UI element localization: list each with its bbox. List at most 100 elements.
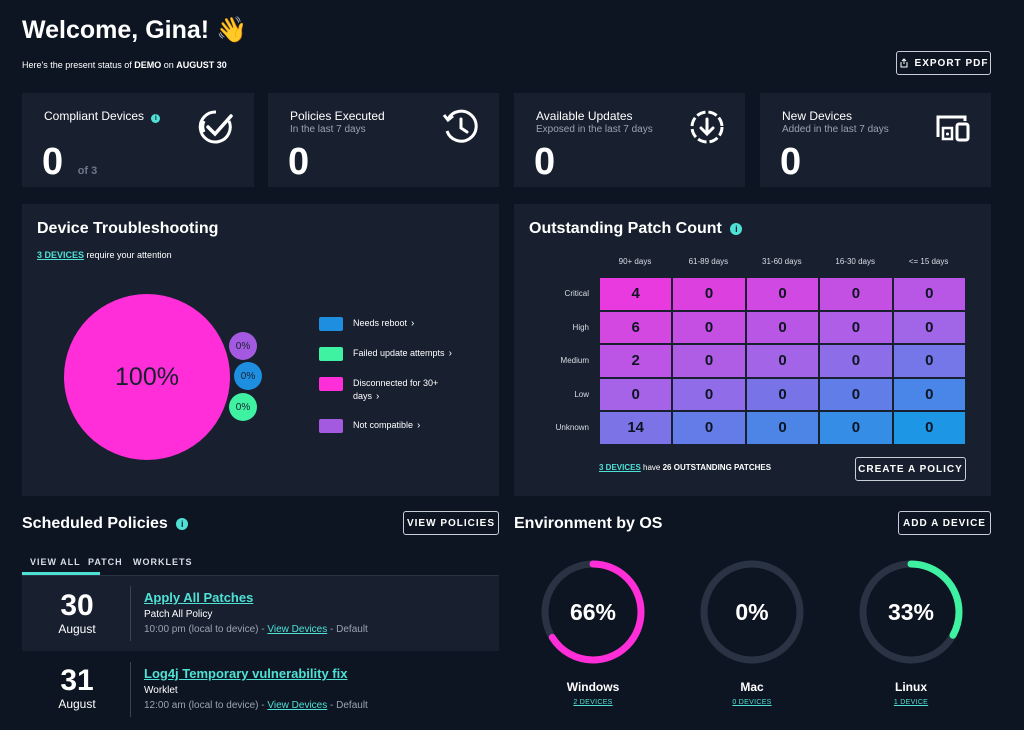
view-policies-button[interactable]: VIEW POLICIES — [403, 511, 499, 535]
patch-row-header: Low — [574, 389, 589, 399]
os-devices-link-linux[interactable]: 1 DEVICE — [893, 699, 929, 706]
bubble-pct: 0% — [240, 370, 256, 382]
patch-cell[interactable]: 0 — [745, 277, 820, 311]
stat-title: New Devices — [782, 109, 853, 123]
legend-failed-update-attempts[interactable]: Failed update attempts › — [319, 347, 452, 361]
patch-cell[interactable]: 0 — [892, 277, 966, 311]
add-device-button[interactable]: ADD A DEVICE — [898, 511, 991, 535]
patch-cell[interactable]: 0 — [745, 411, 820, 445]
patch-cell[interactable]: 0 — [892, 411, 966, 445]
environment-title: Environment by OS — [514, 515, 663, 532]
stat-value: 0 — [780, 141, 802, 183]
stat-card-available-updates: Available Updates Exposed in the last 7 … — [514, 93, 745, 187]
patch-cell[interactable]: 0 — [819, 310, 893, 344]
legend-label: Failed update attempts › — [353, 347, 452, 360]
stat-title: Compliant Devices i — [44, 109, 161, 123]
patch-column-header: 61-89 days — [688, 257, 729, 266]
policy-meta: 12:00 am (local to device) - View Device… — [144, 700, 368, 711]
export-pdf-label: EXPORT PDF — [914, 57, 989, 69]
legend-label: Needs reboot › — [353, 317, 414, 330]
device-troubleshooting-card: Device Troubleshooting 3 DEVICES require… — [22, 204, 499, 496]
stat-value: 0 — [288, 141, 310, 183]
stat-value: 0 of 3 — [42, 141, 97, 184]
policy-sep: - — [258, 700, 268, 711]
policy-sep: - — [258, 624, 268, 635]
patch-cell[interactable]: 0 — [672, 277, 746, 311]
bubble-failed-updates[interactable]: 0% — [229, 393, 257, 421]
chevron-right-icon: › — [411, 318, 415, 329]
patch-cell[interactable]: 0 — [672, 344, 746, 378]
policy-day: 31 — [60, 664, 94, 697]
patch-cell[interactable]: 0 — [599, 377, 673, 411]
patch-cell[interactable]: 0 — [745, 344, 820, 378]
policy-title-link[interactable]: Apply All Patches — [144, 590, 254, 605]
policy-default: Default — [336, 624, 368, 635]
tab-worklets[interactable]: WORKLETS — [133, 557, 193, 567]
patch-cell[interactable]: 0 — [745, 310, 820, 344]
policy-item[interactable]: 31 August Log4j Temporary vulnerability … — [22, 652, 499, 730]
patch-cell[interactable]: 0 — [819, 277, 893, 311]
tab-patch[interactable]: PATCH — [88, 557, 123, 567]
patch-cell[interactable]: 0 — [672, 411, 746, 445]
info-icon[interactable]: i — [176, 517, 189, 530]
patch-footer-count: 26 OUTSTANDING PATCHES — [662, 463, 772, 472]
patch-cell[interactable]: 0 — [819, 377, 893, 411]
patch-footer-mid: have — [640, 463, 663, 472]
tabs-divider — [22, 575, 499, 576]
os-ring-windows[interactable]: 66% — [538, 557, 648, 667]
patch-devices-link[interactable]: 3 DEVICES — [599, 463, 641, 472]
patch-column-header: <= 15 days — [908, 257, 949, 266]
patch-cell[interactable]: 4 — [599, 277, 673, 311]
info-icon[interactable]: i — [151, 114, 161, 123]
policy-time: 10:00 pm (local to device) — [144, 624, 259, 635]
patch-cell[interactable]: 0 — [892, 310, 966, 344]
os-ring-linux[interactable]: 33% — [856, 557, 966, 667]
legend-not-compatible[interactable]: Not compatible › — [319, 419, 420, 433]
export-pdf-button[interactable]: EXPORT PDF — [896, 51, 991, 75]
policy-day: 30 — [60, 589, 94, 622]
stat-subtitle: In the last 7 days — [290, 124, 366, 135]
patch-title: Outstanding Patch Count i — [529, 220, 743, 238]
create-policy-button[interactable]: CREATE A POLICY — [855, 457, 966, 481]
ring-pct: 66% — [570, 599, 616, 625]
patch-cell[interactable]: 0 — [819, 411, 893, 445]
patch-cell[interactable]: 0 — [672, 310, 746, 344]
status-mid: on — [161, 60, 177, 70]
ring-fill — [859, 560, 963, 664]
view-devices-link[interactable]: View Devices — [267, 700, 328, 711]
os-ring-mac[interactable]: 0% — [697, 557, 807, 667]
legend-swatch — [319, 347, 343, 361]
patch-cell[interactable]: 14 — [599, 411, 673, 445]
patch-cell[interactable]: 0 — [745, 377, 820, 411]
patch-cell[interactable]: 6 — [599, 310, 673, 344]
legend-swatch — [319, 377, 343, 391]
bubble-needs-reboot[interactable]: 0% — [234, 362, 262, 390]
patch-cell[interactable]: 0 — [819, 344, 893, 378]
troubleshooting-title: Device Troubleshooting — [37, 220, 219, 237]
stat-value-number: 0 — [42, 141, 64, 183]
view-devices-link[interactable]: View Devices — [267, 624, 328, 635]
policy-title-link[interactable]: Log4j Temporary vulnerability fix — [144, 666, 348, 681]
policy-divider — [130, 662, 131, 717]
patch-cell[interactable]: 0 — [892, 377, 966, 411]
patch-cell[interactable]: 2 — [599, 344, 673, 378]
stat-title: Policies Executed — [290, 109, 385, 123]
devices-link[interactable]: 3 DEVICES — [37, 250, 85, 260]
ring-fill — [541, 560, 645, 664]
policy-item[interactable]: 30 August Apply All Patches Patch All Po… — [22, 576, 499, 651]
legend-disconnected[interactable]: Disconnected for 30+ days › — [319, 377, 447, 403]
os-devices-link-windows[interactable]: 2 DEVICES — [573, 699, 613, 706]
tab-view-all[interactable]: VIEW ALL — [30, 557, 81, 567]
add-device-label: ADD A DEVICE — [903, 517, 986, 529]
os-devices-link-mac[interactable]: 0 DEVICES — [732, 699, 772, 706]
os-name-mac: Mac — [740, 680, 764, 694]
legend-text: Not compatible — [353, 420, 414, 430]
main-bubble[interactable]: 100% — [64, 294, 230, 460]
policy-meta: 10:00 pm (local to device) - View Device… — [144, 624, 368, 635]
legend-needs-reboot[interactable]: Needs reboot › — [319, 317, 414, 331]
os-name-linux: Linux — [895, 680, 927, 694]
bubble-not-compatible[interactable]: 0% — [229, 332, 257, 360]
patch-cell[interactable]: 0 — [892, 344, 966, 378]
info-icon[interactable]: i — [730, 222, 743, 235]
patch-cell[interactable]: 0 — [672, 377, 746, 411]
